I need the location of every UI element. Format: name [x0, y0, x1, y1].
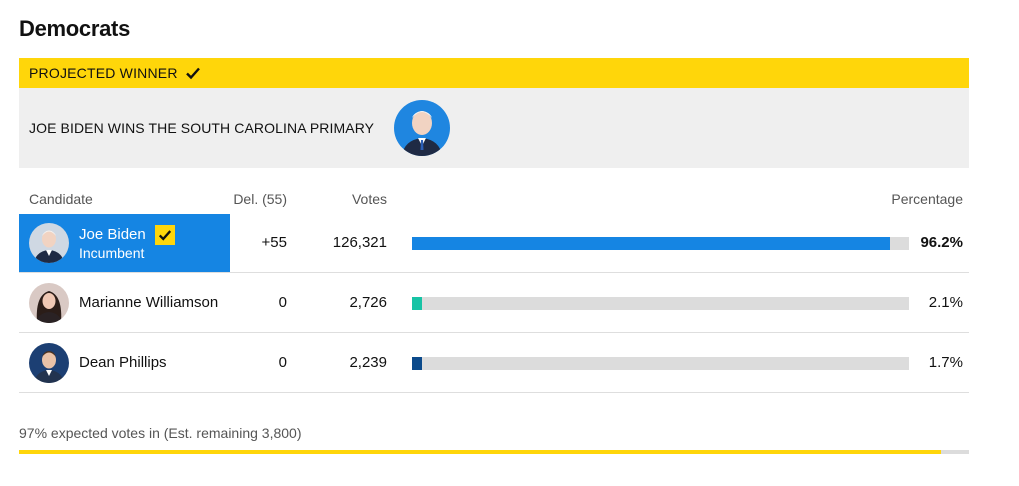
winner-headline: JOE BIDEN WINS THE SOUTH CAROLINA PRIMAR… [29, 120, 375, 136]
winner-avatar [394, 100, 451, 156]
vote-share-bar [412, 297, 909, 310]
table-row: Marianne Williamson 0 2,726 2.1% [19, 274, 969, 333]
header-delegates: Del. (55) [233, 191, 287, 207]
header-percentage: Percentage [891, 191, 963, 207]
candidate-avatar [29, 343, 69, 383]
expected-votes-text: 97% expected votes in (Est. remaining 3,… [19, 425, 302, 441]
delegates-value: +55 [261, 234, 287, 251]
candidate-status: Incumbent [79, 244, 145, 261]
party-title: Democrats [19, 16, 131, 41]
header-votes: Votes [351, 191, 387, 207]
projected-winner-label: PROJECTED WINNER [29, 65, 178, 81]
votes-value: 2,726 [349, 294, 387, 311]
votes-value: 2,239 [349, 354, 387, 371]
checkmark-icon [185, 65, 201, 81]
winner-announcement: JOE BIDEN WINS THE SOUTH CAROLINA PRIMAR… [19, 88, 969, 168]
table-header: Candidate Del. (55) Votes Percentage [19, 188, 969, 212]
vote-share-bar [412, 357, 909, 370]
votes-value: 126,321 [332, 234, 387, 251]
vote-share-bar [412, 237, 909, 250]
table-row: Joe Biden Incumbent +55 126,321 96.2% [19, 214, 969, 273]
winner-check-icon [154, 224, 175, 245]
percentage-value: 96.2% [920, 234, 963, 251]
candidate-cell: Dean Phillips [19, 334, 230, 392]
expected-votes-progress-fill [19, 450, 941, 454]
vote-share-fill [412, 237, 891, 250]
candidate-name: Marianne Williamson [79, 294, 219, 311]
candidate-avatar [29, 283, 69, 323]
expected-votes-progress [19, 450, 969, 454]
candidate-name: Joe Biden [79, 225, 146, 243]
header-candidate: Candidate [29, 191, 93, 207]
delegates-value: 0 [278, 294, 287, 311]
percentage-value: 1.7% [928, 354, 963, 371]
percentage-value: 2.1% [928, 294, 963, 311]
vote-share-fill [412, 357, 422, 370]
candidate-cell: Joe Biden Incumbent [19, 214, 230, 272]
vote-share-fill [412, 297, 423, 310]
delegates-value: 0 [278, 354, 287, 371]
candidate-avatar [29, 223, 69, 263]
projected-winner-banner: PROJECTED WINNER [19, 58, 969, 88]
candidate-cell: Marianne Williamson [19, 274, 230, 332]
table-row: Dean Phillips 0 2,239 1.7% [19, 334, 969, 393]
candidate-name: Dean Phillips [79, 354, 167, 371]
